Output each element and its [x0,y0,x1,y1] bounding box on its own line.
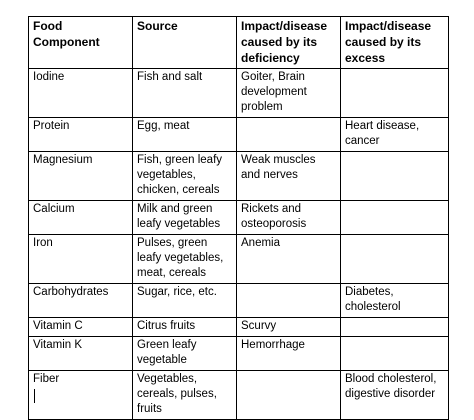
cell-excess [340,234,449,284]
header-source: Source [132,16,237,69]
cell-component: Fiber [28,370,133,420]
cell-deficiency [236,117,341,152]
cell-source: Green leafy vegetable [132,336,237,371]
header-excess: Impact/disease caused by its excess [340,16,449,69]
cell-component: Vitamin C [28,317,133,337]
cell-excess [340,317,449,337]
cell-source: Fish, green leafy vegetables, chicken, c… [132,151,237,201]
cell-deficiency: Anemia [236,234,341,284]
cell-component: Calcium [28,200,133,235]
table-row: Vitamin C Citrus fruits Scurvy [28,317,449,337]
table-row: Iron Pulses, green leafy vegetables, mea… [28,234,449,284]
cell-component: Magnesium [28,151,133,201]
table-row: Magnesium Fish, green leafy vegetables, … [28,151,449,201]
table-row: Carbohydrates Sugar, rice, etc. Diabetes… [28,283,449,318]
cell-component: Iron [28,234,133,284]
cell-deficiency: Rickets and osteoporosis [236,200,341,235]
cell-deficiency: Scurvy [236,317,341,337]
cell-source: Vegetables, cereals, pulses, fruits [132,370,237,420]
cell-source: Citrus fruits [132,317,237,337]
cell-component: Iodine [28,68,133,118]
cell-deficiency [236,370,341,420]
cell-deficiency [236,283,341,318]
cell-deficiency: Hemorrhage [236,336,341,371]
table-row: Protein Egg, meat Heart disease, cancer [28,117,449,152]
cell-deficiency: Goiter, Brain development problem [236,68,341,118]
table-row: Vitamin K Green leafy vegetable Hemorrha… [28,336,449,371]
cell-deficiency: Weak muscles and nerves [236,151,341,201]
cell-excess [340,68,449,118]
nutrition-table: Food Component Source Impact/disease cau… [28,16,449,420]
cell-source: Sugar, rice, etc. [132,283,237,318]
table-row: Calcium Milk and green leafy vegetables … [28,200,449,235]
cell-source: Egg, meat [132,117,237,152]
header-deficiency: Impact/disease caused by its deficiency [236,16,341,69]
cell-excess [340,151,449,201]
header-food-component: Food Component [28,16,133,69]
cell-excess: Blood cholesterol, digestive disorder [340,370,449,420]
table-row: Fiber Vegetables, cereals, pulses, fruit… [28,370,449,420]
cell-excess [340,336,449,371]
cell-excess: Diabetes, cholesterol [340,283,449,318]
cell-source: Pulses, green leafy vegetables, meat, ce… [132,234,237,284]
cell-excess: Heart disease, cancer [340,117,449,152]
table-row: Iodine Fish and salt Goiter, Brain devel… [28,68,449,118]
cell-excess [340,200,449,235]
header-row: Food Component Source Impact/disease cau… [28,16,449,69]
cell-component: Carbohydrates [28,283,133,318]
cell-source: Milk and green leafy vegetables [132,200,237,235]
cell-component: Vitamin K [28,336,133,371]
text-cursor [34,389,35,403]
cell-component: Protein [28,117,133,152]
cell-source: Fish and salt [132,68,237,118]
